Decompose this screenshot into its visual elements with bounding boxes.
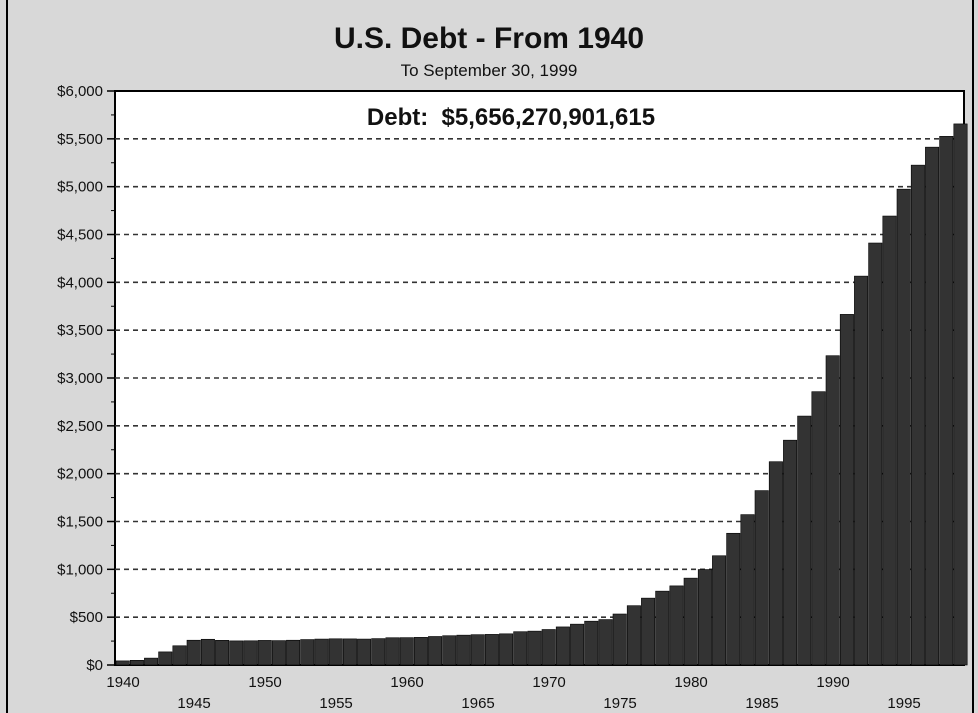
bar-1981 bbox=[697, 569, 712, 666]
bar-1960 bbox=[399, 637, 414, 666]
grid-lines bbox=[115, 138, 964, 618]
frame-left-border bbox=[6, 0, 8, 713]
bar-1968 bbox=[513, 631, 528, 666]
bar-1995 bbox=[896, 188, 911, 666]
bar-1985 bbox=[754, 490, 769, 666]
bar-1966 bbox=[484, 634, 499, 666]
bar-1972 bbox=[570, 623, 585, 666]
bar-1982 bbox=[712, 555, 727, 666]
bar-1987 bbox=[783, 439, 798, 666]
bar-1961 bbox=[413, 637, 428, 666]
x-tick-label-1940: 1940 bbox=[106, 674, 139, 691]
bar-1999 bbox=[953, 123, 968, 666]
bar-1963 bbox=[442, 635, 457, 666]
bar-1944 bbox=[172, 645, 187, 666]
y-tick-label-500: $500 bbox=[70, 609, 103, 626]
y-tick-label-5000: $5,000 bbox=[57, 179, 103, 196]
bar-1988 bbox=[797, 415, 812, 666]
bar-1952 bbox=[286, 639, 301, 666]
bar-1974 bbox=[598, 619, 613, 666]
x-tick-label-1965: 1965 bbox=[461, 695, 494, 712]
bar-1962 bbox=[428, 636, 443, 666]
bar-1980 bbox=[683, 577, 698, 666]
bar-1983 bbox=[726, 532, 741, 666]
chart-title: U.S. Debt - From 1940 bbox=[333, 22, 645, 55]
bar-1975 bbox=[612, 613, 627, 666]
bar-1941 bbox=[129, 660, 144, 666]
bar-1951 bbox=[271, 640, 286, 666]
y-axis: $0 $500 $1,000 $1,500 $2,000 $2,500 $3,000 $3,5… bbox=[57, 83, 115, 674]
x-tick-label-1985: 1985 bbox=[745, 695, 778, 712]
bar-1997 bbox=[925, 146, 940, 666]
x-tick-label-1960: 1960 bbox=[390, 674, 423, 691]
y-tick-label-2000: $2,000 bbox=[57, 466, 103, 483]
bar-1967 bbox=[499, 633, 514, 666]
x-tick-label-1995: 1995 bbox=[887, 695, 920, 712]
y-tick-label-3500: $3,500 bbox=[57, 322, 103, 339]
x-tick-label-1990: 1990 bbox=[816, 674, 849, 691]
y-tick-label-1000: $1,000 bbox=[57, 561, 103, 578]
y-tick-label-0: $0 bbox=[86, 657, 103, 674]
bar-1955 bbox=[328, 638, 343, 666]
bar-1978 bbox=[655, 590, 670, 666]
bar-1942 bbox=[144, 657, 159, 666]
bar-1970 bbox=[541, 629, 556, 666]
y-tick-label-4500: $4,500 bbox=[57, 227, 103, 244]
x-tick-label-1955: 1955 bbox=[319, 695, 352, 712]
bar-1956 bbox=[342, 638, 357, 666]
y-tick-label-1500: $1,500 bbox=[57, 514, 103, 531]
bar-1969 bbox=[527, 630, 542, 666]
x-tick-label-1970: 1970 bbox=[532, 674, 565, 691]
bar-1998 bbox=[939, 136, 954, 666]
bar-1945 bbox=[186, 639, 201, 666]
bar-1950 bbox=[257, 640, 272, 666]
bar-1996 bbox=[910, 164, 925, 666]
y-tick-label-3000: $3,000 bbox=[57, 370, 103, 387]
bar-1973 bbox=[584, 620, 599, 666]
y-tick-label-2500: $2,500 bbox=[57, 418, 103, 435]
bar-1977 bbox=[641, 597, 656, 666]
bar-1949 bbox=[243, 640, 258, 666]
bar-1984 bbox=[740, 514, 755, 666]
bar-1940 bbox=[115, 660, 130, 666]
bar-1948 bbox=[229, 640, 244, 666]
bar-1994 bbox=[882, 215, 897, 666]
bar-1991 bbox=[839, 314, 854, 666]
bar-1971 bbox=[555, 626, 570, 666]
bar-1990 bbox=[825, 355, 840, 666]
x-axis: 1940 1950 1960 1970 1980 1990 1945 1955 1965 1975… bbox=[106, 674, 920, 712]
debt-annotation: Debt: $5,656,270,901,615 bbox=[367, 104, 655, 131]
bar-1957 bbox=[357, 638, 372, 666]
bar-1992 bbox=[854, 275, 869, 666]
bar-1986 bbox=[768, 461, 783, 666]
bar-1964 bbox=[456, 634, 471, 666]
y-tick-label-5500: $5,500 bbox=[57, 131, 103, 148]
x-tick-label-1980: 1980 bbox=[674, 674, 707, 691]
bar-1947 bbox=[215, 640, 230, 666]
bar-1958 bbox=[371, 638, 386, 666]
bar-1946 bbox=[200, 638, 215, 666]
bar-1979 bbox=[669, 585, 684, 666]
frame-right-border bbox=[972, 0, 974, 713]
x-tick-label-1975: 1975 bbox=[603, 695, 636, 712]
x-tick-label-1950: 1950 bbox=[248, 674, 281, 691]
y-tick-label-4000: $4,000 bbox=[57, 274, 103, 291]
x-tick-label-1945: 1945 bbox=[177, 695, 210, 712]
bars-group bbox=[115, 123, 968, 666]
bar-1989 bbox=[811, 391, 826, 666]
y-tick-label-6000: $6,000 bbox=[57, 83, 103, 100]
bar-1976 bbox=[626, 605, 641, 666]
chart-subtitle: To September 30, 1999 bbox=[400, 61, 578, 80]
bar-1954 bbox=[314, 638, 329, 666]
bar-1965 bbox=[470, 634, 485, 666]
bar-1993 bbox=[868, 242, 883, 666]
bar-1953 bbox=[300, 639, 315, 666]
bar-1959 bbox=[385, 637, 400, 666]
bar-1943 bbox=[158, 651, 173, 666]
